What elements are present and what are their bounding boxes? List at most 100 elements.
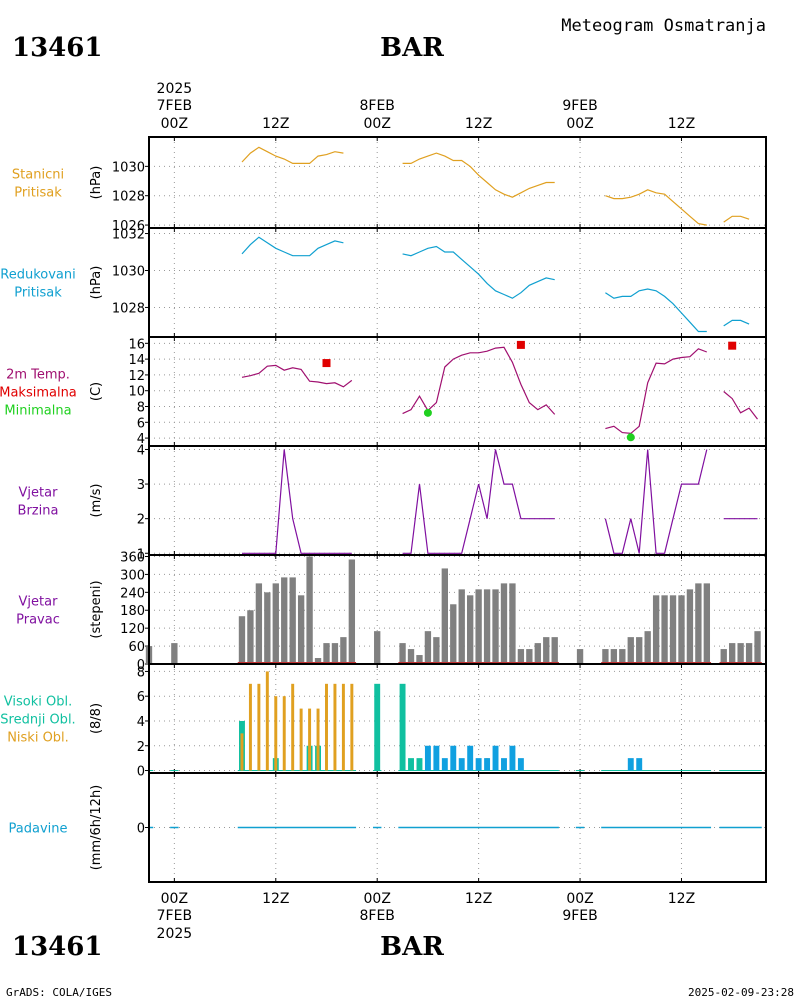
series-line [241,364,353,388]
direction-bar [703,583,711,664]
y-tick-label: 8 [137,665,145,680]
y-tick-label: 1030 [112,264,145,279]
direction-bar [669,595,677,664]
series-line [402,449,555,554]
panel-label: Niski Obl. [7,731,69,746]
hour-label-bottom: 12Z [668,891,695,907]
y-tick-label: 180 [120,604,145,619]
cloud-bar-mid [492,745,499,771]
cloud-bar-low [291,683,295,771]
max-temp-marker [322,359,331,368]
panel-label: Pritisak [14,286,62,301]
series-line [402,152,555,198]
cloud-bar-high [408,758,414,771]
y-tick-label: 6 [137,416,145,431]
direction-bar [264,592,271,664]
y-axis-label: (m/s) [89,484,104,518]
year-label-bottom: 2025 [157,926,193,942]
hour-label-top: 00Z [364,116,391,132]
series-line [242,449,352,554]
panel-frame [148,227,767,338]
cloud-bar-low [341,683,345,771]
cloud-bar-low [274,696,278,771]
cloud-bar-low [299,708,303,771]
hour-label-top: 12Z [465,116,492,132]
direction-bar [314,658,322,664]
direction-bar [297,595,305,664]
direction-bar [509,583,516,664]
direction-bar [255,583,263,664]
direction-bar [619,649,626,664]
y-axis-label: (hPa) [89,166,104,200]
hour-label-top: 12Z [668,116,695,132]
direction-bar [433,637,440,664]
y-tick-label: 300 [120,568,145,583]
series-line [605,189,707,226]
y-tick-label: 0 [137,822,145,837]
cloud-bar-high [374,683,381,771]
day-label-top: 8FEB [359,98,394,114]
direction-bar [661,595,668,664]
series-line [402,245,555,299]
max-temp-marker [728,341,737,350]
series-line [241,146,344,164]
direction-bar [483,589,491,664]
year-label-top: 2025 [157,81,193,97]
panel-label: Srednji Obl. [0,713,75,728]
y-tick-label: 120 [120,622,145,637]
panel-label: Pritisak [14,186,62,201]
cloud-bar-mid [458,758,465,771]
hour-label-bottom: 00Z [364,891,391,907]
cloud-bar-low [333,683,337,771]
panel-padavine: 0 (mm/6h/12h) Padavine [9,772,767,883]
panel-label: Pravac [16,613,60,628]
series-line [241,236,344,257]
cloud-bar-low [248,683,252,771]
cloud-bar-low [265,671,269,771]
series-line [723,215,750,223]
cloud-bar-mid [450,745,457,771]
direction-bar [729,643,736,664]
y-tick-label: 0 [137,658,145,673]
direction-bar [526,649,533,664]
day-label-top: 7FEB [157,98,192,114]
direction-bar [450,604,457,664]
cloud-bar-low [308,708,312,771]
direction-bar [306,556,313,664]
y-tick-label: 10 [128,385,145,400]
y-axis-label: (8/8) [89,703,104,734]
y-tick-label: 4 [137,715,145,730]
min-temp-marker [626,433,635,442]
direction-bar [678,595,685,664]
cloud-bar-low [316,708,320,771]
y-axis-label: (hPa) [89,266,104,300]
direction-bar [737,643,744,664]
y-tick-label: 1028 [112,190,145,205]
direction-bar [272,583,279,664]
direction-bar [500,583,508,664]
hour-label-top: 12Z [262,116,289,132]
y-axis-label: (C) [89,382,104,401]
direction-bar [686,589,694,664]
cloud-bar-low [282,696,286,771]
series-line [604,449,708,554]
cloud-bar-mid [433,745,440,771]
panel-frame [148,136,767,229]
cloud-bar-mid [517,758,524,771]
cloud-bar-mid [509,745,516,771]
y-tick-label: 1 [137,547,145,562]
direction-bar [475,589,482,664]
direction-bar [331,643,339,664]
panel-frame [148,336,767,447]
panel-label: 2m Temp. [6,368,70,383]
panel-label: Visoki Obl. [4,695,72,710]
direction-bar [467,595,474,664]
series-line [605,348,708,435]
y-tick-label: 1032 [112,228,145,243]
day-label-top: 9FEB [562,98,597,114]
direction-bar [348,559,356,664]
y-tick-label: 0 [137,765,145,780]
y-tick-label: 12 [128,369,145,384]
panel-vjetar-pravac: 0 60 120 180 240 300 360 (stepeni) Vjetar Pravac [16,550,767,673]
y-axis-label: (stepeni) [89,580,104,638]
